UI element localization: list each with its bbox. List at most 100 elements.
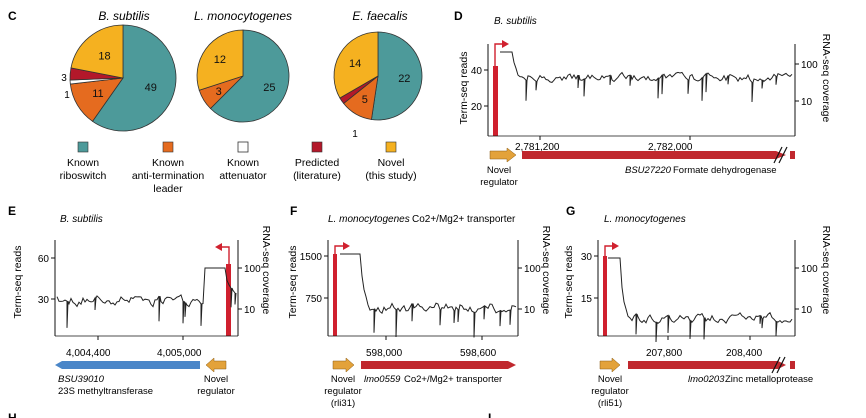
- panel-g-y-right-label: RNA-seq coverage: [820, 226, 832, 315]
- panel-g-rnaseq-trace: [608, 257, 793, 343]
- pie-slice-e-faecalis-known-riboswitch: [370, 31, 423, 121]
- panel-f-gene-id: lmo0559: [364, 374, 401, 385]
- panel-letter-c: C: [8, 9, 17, 23]
- panel-f-regulator-label-2: regulator: [324, 386, 362, 397]
- panel-e-regulator-label-2: regulator: [197, 386, 235, 397]
- panel-letter-g: G: [566, 204, 575, 218]
- panel-f-xtick-label-1: 598,000: [366, 348, 403, 359]
- panel-f-regulator-label-3: (rli31): [331, 398, 355, 409]
- legend-item-riboswitch: Known riboswitch: [60, 141, 106, 182]
- panel-letter-e: E: [8, 204, 16, 218]
- panel-d-rnaseq-trace: [500, 51, 793, 103]
- panel-g-regulator-label-1: Novel: [598, 374, 622, 385]
- legend-swatch-antitermination: [162, 141, 174, 153]
- legend-item-novel: Novel (this study): [365, 141, 417, 182]
- panel-f-xtick-label-2: 598,600: [460, 348, 497, 359]
- panel-d-regulator-arrow: [489, 147, 517, 163]
- panel-e-rtick-label-10: 10: [244, 305, 256, 316]
- legend-label-novel-2: (this study): [365, 170, 416, 182]
- panel-letter-i: I: [488, 411, 491, 418]
- pie-legend: Known riboswitch Known anti-termination …: [60, 141, 417, 195]
- panel-d-ytick-label-20: 20: [471, 102, 483, 113]
- panel-e: E B. subtilis Term-seq reads RNA-seq cov…: [8, 204, 272, 397]
- panel-letter-d: D: [454, 9, 463, 23]
- panel-e-rtick-label-100: 100: [244, 264, 261, 275]
- panel-e-regulator-arrow: [205, 357, 227, 373]
- panel-f-rtick-label-100: 100: [524, 264, 541, 275]
- panel-d-axis-break-2: [778, 146, 788, 164]
- panel-e-y-left-label: Term-seq reads: [12, 246, 24, 319]
- pie-label-ef-predicted: 1: [352, 129, 358, 140]
- panel-e-ytick-label-60: 60: [38, 254, 50, 265]
- panel-f-gene-desc: Co2+/Mg2+ transporter: [404, 374, 502, 385]
- pie-title-efaecalis: E. faecalis: [352, 9, 407, 23]
- pie-label-e-faecalis-known-anti-termination-leader: 5: [362, 94, 368, 106]
- legend-swatch-novel: [385, 141, 397, 153]
- panel-g-ytick-label-30: 30: [581, 252, 593, 263]
- panel-f-ytick-label-1500: 1500: [300, 252, 323, 263]
- panel-d-y-left-label: Term-seq reads: [458, 52, 470, 125]
- panel-f-gene-heading: Co2+/Mg2+ transporter: [412, 214, 516, 225]
- panel-e-ytick-label-30: 30: [38, 295, 50, 306]
- legend-label-antitermination-2: anti-termination: [132, 170, 205, 182]
- panel-g-rtick-label-100: 100: [801, 264, 818, 275]
- panel-g-gene-tail: [790, 361, 795, 369]
- pie-slice-e-faecalis-novel-this-study: [333, 31, 379, 99]
- panel-letter-h: H: [8, 411, 17, 418]
- legend-label-predicted-2: (literature): [293, 170, 341, 182]
- pie-title-bsubtilis: B. subtilis: [98, 9, 149, 23]
- pie-label-b-subtilis-known-riboswitch: 49: [145, 82, 157, 94]
- panel-f: F L. monocytogenes Co2+/Mg2+ transporter…: [287, 204, 552, 409]
- panel-d-regulator-label-2: regulator: [480, 177, 518, 188]
- panel-d-gene-tail: [790, 151, 795, 159]
- panel-g: G L. monocytogenes Term-seq reads RNA-se…: [563, 204, 832, 409]
- panel-d-gene-id: BSU27220: [625, 165, 672, 176]
- panel-g-organism: L. monocytogenes: [604, 214, 686, 225]
- panel-d-promoter-arrow-stem: [494, 43, 503, 136]
- legend-swatch-riboswitch: [77, 141, 89, 153]
- panel-e-xtick-label-1: 4,004,400: [66, 348, 111, 359]
- panel-g-gene-id: lmo0203: [688, 374, 725, 385]
- panel-e-xtick-label-2: 4,005,000: [157, 348, 202, 359]
- legend-label-antitermination-3: leader: [153, 183, 183, 195]
- panel-d-rtick-label-10: 10: [801, 97, 813, 108]
- legend-label-attenuator-1: Known: [227, 157, 259, 169]
- panel-e-promoter-arrow-stem: [220, 246, 230, 336]
- panel-letter-f: F: [290, 204, 297, 218]
- panel-g-xtick-label-1: 207,800: [646, 348, 683, 359]
- panel-g-regulator-label-3: (rli51): [598, 398, 622, 409]
- pie-charts: 49 11 18 25 3 12 22 5 14: [69, 24, 423, 132]
- panel-f-regulator-arrow: [332, 357, 355, 373]
- pie-label-e-faecalis-known-riboswitch: 22: [398, 73, 410, 85]
- panel-d-y-right-label: RNA-seq coverage: [820, 34, 832, 123]
- panel-g-regulator-arrow: [599, 357, 621, 373]
- pie-label-b-subtilis-known-anti-termination-leader: 11: [92, 88, 103, 100]
- panel-g-gene-desc: Zinc metalloprotease: [725, 374, 813, 385]
- pie-label-b-subtilis-novel-this-study: 18: [98, 51, 110, 63]
- panel-g-axis-break-2: [776, 356, 786, 374]
- pie-slice-l-monocytogenes-known-riboswitch: [209, 29, 290, 123]
- legend-label-attenuator-2: attenuator: [219, 170, 267, 182]
- panel-g-y-left-label: Term-seq reads: [563, 246, 575, 319]
- pie-label-bs-predicted: 3: [61, 73, 67, 84]
- panel-d-rtick-label-100: 100: [801, 60, 818, 71]
- panel-e-y-right-label: RNA-seq coverage: [260, 226, 272, 315]
- legend-label-riboswitch-1: Known: [67, 157, 99, 169]
- pie-label-e-faecalis-novel-this-study: 14: [349, 58, 361, 70]
- pie-slice-b-subtilis-novel-this-study: [70, 24, 124, 79]
- legend-item-predicted: Predicted (literature): [293, 141, 341, 182]
- panel-e-gene-desc: 23S methyltransferase: [58, 386, 153, 397]
- pie-label-l-monocytogenes-known-anti-termination-leader: 3: [216, 86, 222, 98]
- panel-e-regulator-label-1: Novel: [204, 374, 228, 385]
- legend-label-antitermination-1: Known: [152, 157, 184, 169]
- panel-g-gene-arrow: [628, 361, 786, 369]
- panel-e-organism: B. subtilis: [60, 214, 103, 225]
- legend-label-predicted-1: Predicted: [295, 157, 340, 169]
- panel-d-gene-desc: Formate dehydrogenase: [673, 165, 777, 176]
- panel-g-axis-break-1: [771, 356, 781, 374]
- panel-g-ytick-label-15: 15: [581, 294, 593, 305]
- pie-e-faecalis: 22 5 14: [333, 31, 423, 121]
- panel-d-gene-arrow: [522, 151, 786, 159]
- pie-b-subtilis: 49 11 18: [69, 24, 177, 132]
